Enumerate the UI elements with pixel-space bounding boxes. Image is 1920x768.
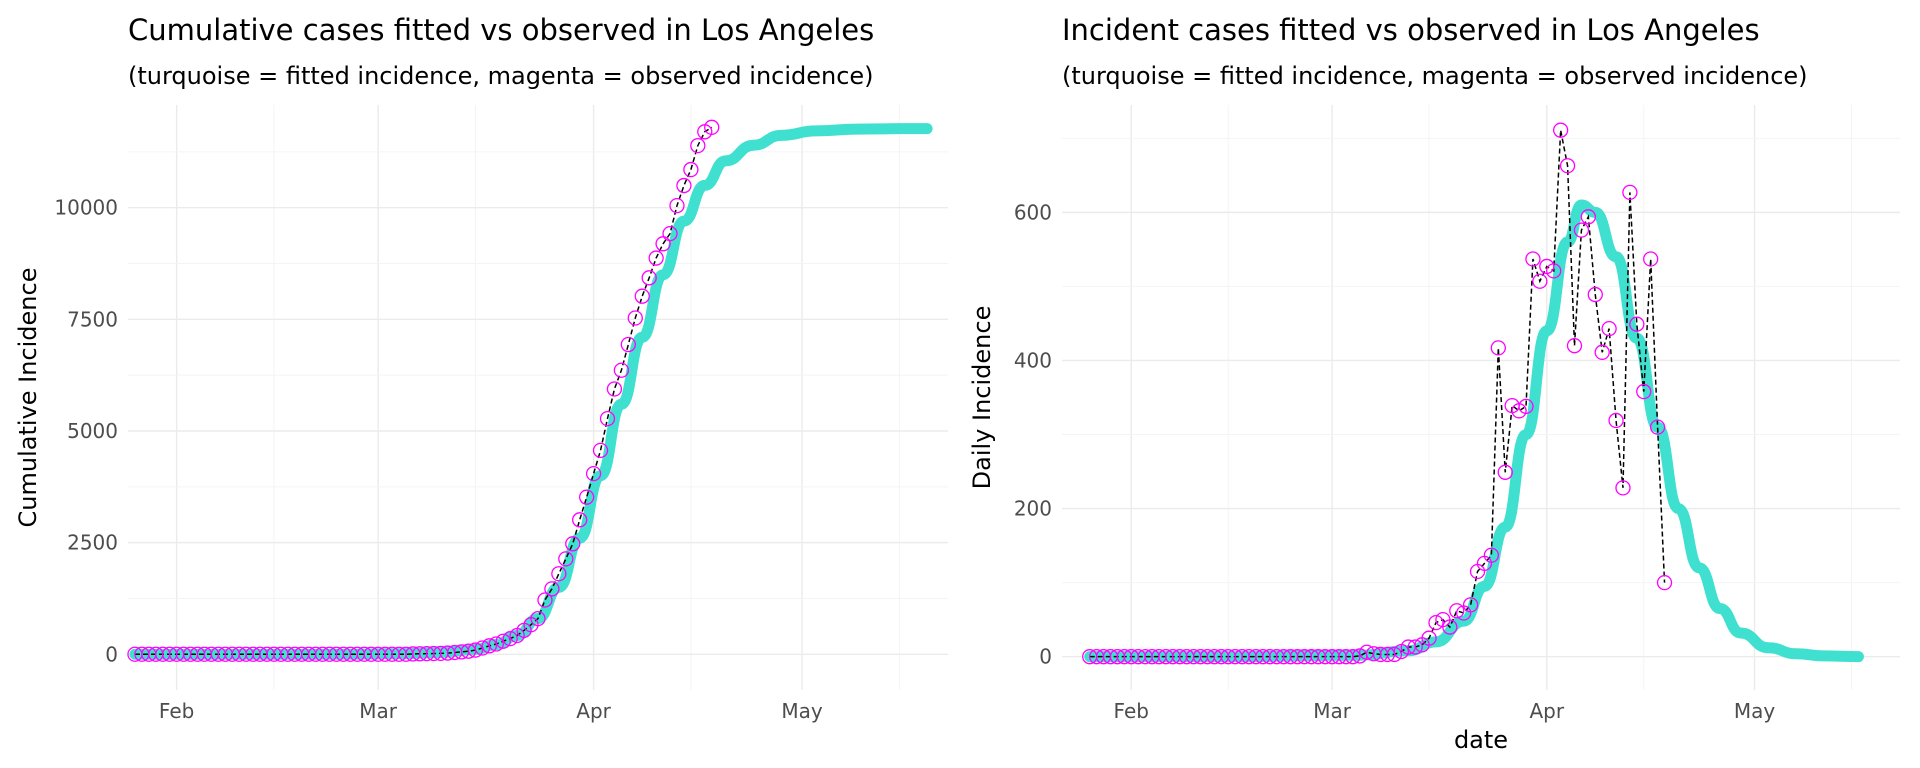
- observed-point: [620, 336, 636, 353]
- observed-point: [1608, 412, 1624, 429]
- observed-point: [592, 442, 609, 459]
- y-tick-label: 600: [1014, 200, 1052, 224]
- fitted-series-line: [1084, 199, 1864, 663]
- observed-point: [551, 566, 567, 582]
- observed-point: [669, 197, 685, 214]
- observed-point: [1573, 222, 1590, 238]
- observed-point: [1518, 398, 1534, 415]
- observed-point: [1615, 480, 1631, 496]
- observed-point: [641, 270, 657, 286]
- observed-point: [1428, 614, 1444, 631]
- observed-point: [704, 119, 720, 135]
- observed-point: [1622, 184, 1638, 201]
- observed-point: [606, 381, 623, 397]
- observed-point: [1552, 122, 1569, 138]
- observed-point: [1490, 340, 1506, 356]
- observed-point: [627, 310, 643, 326]
- x-tick-label: Mar: [359, 699, 398, 723]
- x-tick-label: Mar: [1313, 699, 1352, 723]
- observed-point: [474, 640, 491, 656]
- observed-point: [572, 512, 588, 528]
- observed-point: [1449, 603, 1465, 619]
- observed-series-line: [134, 126, 713, 656]
- chart-title: Cumulative cases fitted vs observed in L…: [128, 13, 874, 47]
- x-tick-label: Feb: [1114, 699, 1149, 723]
- observed-point: [1546, 263, 1562, 279]
- observed-point: [1587, 286, 1603, 303]
- observed-point: [1594, 344, 1610, 360]
- x-axis-label: date: [1454, 726, 1508, 754]
- chart-subtitle: (turquoise = fitted incidence, magenta =…: [1062, 62, 1808, 90]
- observed-point: [1421, 630, 1437, 646]
- cumulative-chart-panel: Cumulative cases fitted vs observed in L…: [14, 13, 948, 723]
- observed-point: [676, 177, 692, 194]
- x-tick-label: May: [1734, 699, 1776, 723]
- chart-subtitle: (turquoise = fitted incidence, magenta =…: [128, 62, 874, 90]
- observed-point: [1483, 547, 1500, 563]
- y-tick-label: 2500: [67, 531, 118, 555]
- observed-point: [1636, 383, 1652, 400]
- observed-point: [585, 465, 602, 482]
- observed-point: [1580, 209, 1596, 225]
- observed-point: [1643, 251, 1659, 267]
- observed-point: [558, 551, 574, 567]
- observed-point: [488, 636, 504, 652]
- x-tick-label: Feb: [159, 699, 194, 723]
- observed-point: [1525, 251, 1541, 267]
- y-tick-label: 7500: [67, 307, 118, 331]
- incident-chart-panel: Incident cases fitted vs observed in Los…: [968, 13, 1900, 754]
- observed-point: [648, 250, 664, 266]
- observed-point: [634, 288, 650, 304]
- observed-point: [1566, 338, 1583, 354]
- observed-point: [1601, 320, 1617, 337]
- observed-point: [599, 410, 616, 427]
- observed-point: [613, 362, 630, 378]
- observed-point: [1559, 158, 1576, 174]
- observed-point: [683, 161, 699, 178]
- observed-point: [1462, 597, 1479, 613]
- observed-point: [1345, 649, 1361, 665]
- observed-point: [1649, 419, 1666, 435]
- y-tick-label: 200: [1014, 497, 1052, 521]
- observed-point: [1497, 464, 1513, 480]
- observed-point: [530, 610, 546, 627]
- y-axis-label: Daily Incidence: [968, 306, 996, 490]
- y-tick-label: 10000: [54, 196, 118, 220]
- observed-point: [1656, 574, 1673, 591]
- x-tick-label: Apr: [1529, 699, 1564, 723]
- grid: [1062, 105, 1900, 690]
- observed-point: [467, 642, 484, 658]
- observed-point: [578, 489, 595, 505]
- observed-point: [1386, 646, 1403, 663]
- y-axis-label: Cumulative Incidence: [14, 268, 42, 528]
- observed-point: [1407, 639, 1423, 655]
- observed-point: [1532, 273, 1548, 289]
- observed-point: [481, 638, 498, 654]
- y-tick-label: 0: [105, 642, 118, 666]
- y-tick-label: 5000: [67, 419, 118, 443]
- y-tick-label: 0: [1039, 645, 1052, 669]
- x-tick-label: Apr: [576, 699, 611, 723]
- observed-point: [1442, 619, 1458, 635]
- observed-point: [565, 536, 581, 552]
- observed-point: [495, 633, 511, 649]
- observed-series-line: [1089, 130, 1666, 658]
- observed-point: [537, 592, 553, 608]
- y-tick-label: 400: [1014, 348, 1052, 372]
- observed-point: [502, 630, 518, 647]
- observed-point: [544, 581, 560, 597]
- x-tick-label: May: [781, 699, 823, 723]
- observed-point: [1629, 316, 1645, 332]
- observed-point: [662, 225, 678, 242]
- observed-point: [690, 137, 706, 154]
- chart-title: Incident cases fitted vs observed in Los…: [1062, 13, 1760, 47]
